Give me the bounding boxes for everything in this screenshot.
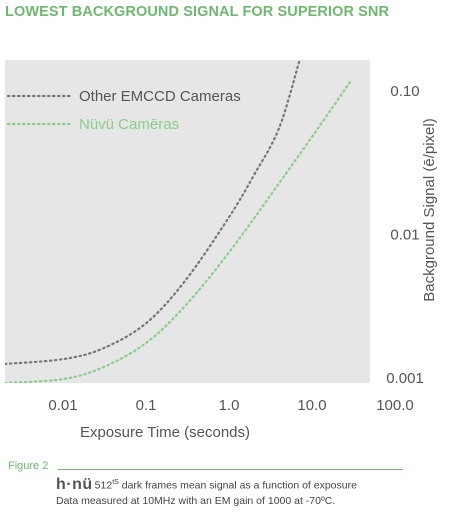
- caption-superscript: tS: [112, 479, 119, 486]
- caption-model: 512: [94, 479, 113, 492]
- y-tick-label: 0.10: [390, 83, 419, 100]
- series-layer: [5, 60, 353, 383]
- x-tick-label: 0.1: [136, 397, 157, 414]
- figure-label: Figure 2: [8, 460, 49, 472]
- plot-area: [5, 60, 370, 383]
- hnu-logo: h·nü: [56, 475, 93, 493]
- y-axis-ticks: 0.10 0.01 0.001: [386, 83, 424, 387]
- y-tick-label: 0.001: [386, 370, 424, 387]
- x-tick-label: 10.0: [297, 397, 326, 414]
- chart-title: LOWEST BACKGROUND SIGNAL FOR SUPERIOR SN…: [5, 4, 390, 20]
- caption-line-1-text: dark frames mean signal as a function of…: [118, 479, 357, 492]
- caption-line-2: Data measured at 10MHz with an EM gain o…: [56, 494, 336, 507]
- figure-divider: [58, 469, 403, 470]
- legend: Other EMCCD Cameras Nüvü Camēras: [6, 88, 241, 133]
- x-tick-label: 1.0: [219, 397, 240, 414]
- legend-entry: Nüvü Camēras: [79, 116, 179, 133]
- caption-line-1: h·nü 512tS dark frames mean signal as a f…: [56, 475, 357, 494]
- x-axis-label: Exposure Time (seconds): [80, 424, 250, 441]
- series-line-nuvu: [5, 78, 353, 383]
- x-tick-label: 0.01: [48, 397, 77, 414]
- x-axis-ticks: 0.01 0.1 1.0 10.0 100.0: [48, 397, 413, 414]
- legend-entry: Other EMCCD Cameras: [79, 88, 241, 105]
- series-line-other-emccd: [5, 60, 301, 366]
- y-axis-label: Background Signal (ē/pixel): [421, 118, 438, 301]
- x-tick-label: 100.0: [376, 397, 414, 414]
- figure-caption: h·nü 512tS dark frames mean signal as a f…: [56, 475, 357, 509]
- chart: 0.01 0.1 1.0 10.0 100.0 0.10 0.01 0.001 Exposu…: [5, 60, 438, 441]
- y-tick-label: 0.01: [390, 226, 419, 243]
